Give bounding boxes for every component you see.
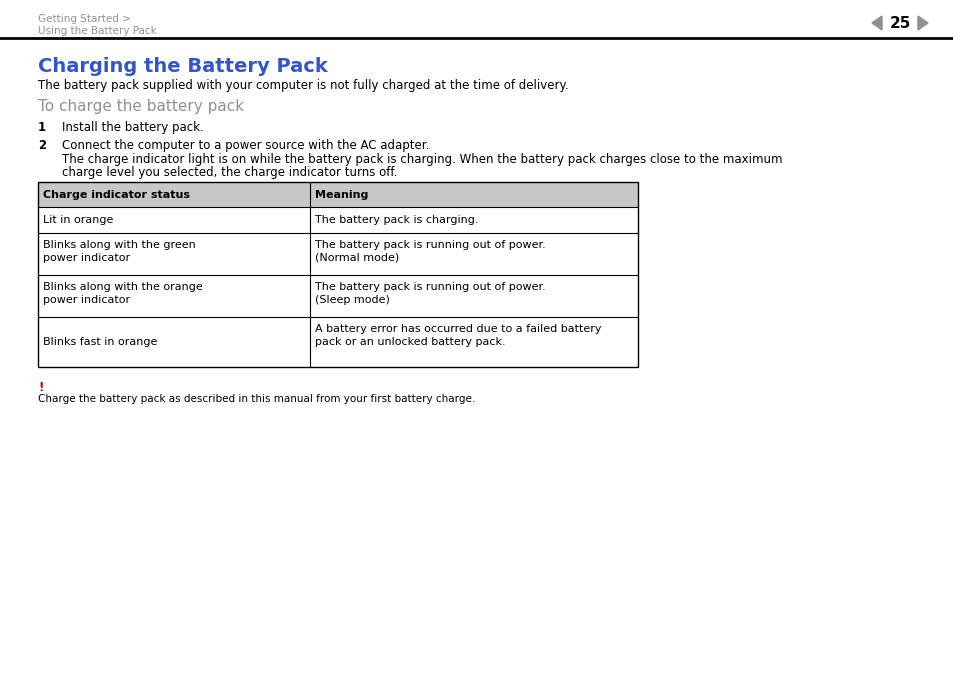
Text: Blinks fast in orange: Blinks fast in orange	[43, 337, 157, 347]
Text: 1: 1	[38, 121, 46, 134]
Text: Charging the Battery Pack: Charging the Battery Pack	[38, 57, 328, 76]
Text: power indicator: power indicator	[43, 253, 130, 263]
Bar	[38, 182, 638, 367]
Polygon shape	[917, 16, 927, 30]
Text: The battery pack supplied with your computer is not fully charged at the time of: The battery pack supplied with your comp…	[38, 79, 568, 92]
Text: !: !	[38, 381, 43, 394]
Text: A battery error has occurred due to a failed battery: A battery error has occurred due to a fa…	[314, 324, 601, 334]
Text: Install the battery pack.: Install the battery pack.	[62, 121, 204, 134]
Text: Meaning: Meaning	[314, 189, 368, 200]
Text: (Normal mode): (Normal mode)	[314, 253, 399, 263]
Text: (Sleep mode): (Sleep mode)	[314, 295, 390, 305]
Text: Blinks along with the green: Blinks along with the green	[43, 240, 195, 250]
Text: 25: 25	[888, 16, 910, 30]
Text: The charge indicator light is on while the battery pack is charging. When the ba: The charge indicator light is on while t…	[62, 153, 781, 166]
Text: The battery pack is charging.: The battery pack is charging.	[314, 215, 478, 225]
Text: Lit in orange: Lit in orange	[43, 215, 113, 225]
Text: Getting Started >: Getting Started >	[38, 14, 131, 24]
Polygon shape	[871, 16, 882, 30]
Bar	[38, 317, 638, 367]
Text: 2: 2	[38, 139, 46, 152]
Text: The battery pack is running out of power.: The battery pack is running out of power…	[314, 282, 545, 292]
Text: Charge indicator status: Charge indicator status	[43, 189, 190, 200]
Bar	[38, 233, 638, 275]
Bar	[38, 275, 638, 317]
Text: Using the Battery Pack: Using the Battery Pack	[38, 26, 156, 36]
Text: power indicator: power indicator	[43, 295, 130, 305]
Text: Blinks along with the orange: Blinks along with the orange	[43, 282, 203, 292]
Text: Connect the computer to a power source with the AC adapter.: Connect the computer to a power source w…	[62, 139, 429, 152]
Text: charge level you selected, the charge indicator turns off.: charge level you selected, the charge in…	[62, 166, 397, 179]
Bar	[38, 182, 638, 207]
Text: Charge the battery pack as described in this manual from your first battery char: Charge the battery pack as described in …	[38, 394, 475, 404]
Bar	[38, 207, 638, 233]
Text: To charge the battery pack: To charge the battery pack	[38, 99, 244, 114]
Text: pack or an unlocked battery pack.: pack or an unlocked battery pack.	[314, 337, 505, 347]
Text: The battery pack is running out of power.: The battery pack is running out of power…	[314, 240, 545, 250]
